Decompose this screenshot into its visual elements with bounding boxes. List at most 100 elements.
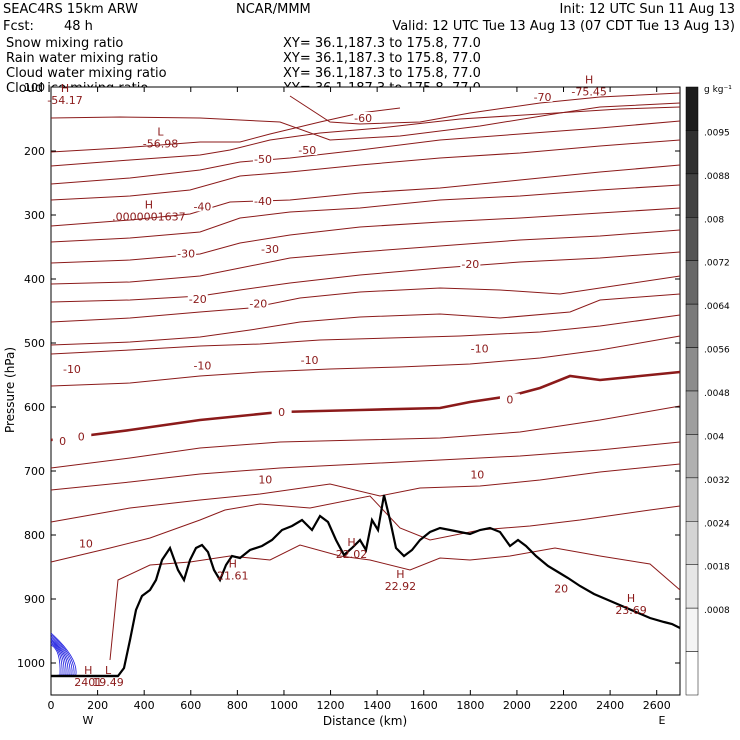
y-tick-label: 700 xyxy=(24,465,45,478)
west-label: W xyxy=(83,714,94,727)
contour-label-bg xyxy=(252,152,273,164)
colorbar-unit: g kg⁻¹ xyxy=(704,85,732,95)
colorbar-label: .0064 xyxy=(704,302,730,312)
x-tick-label: 200 xyxy=(87,699,108,712)
y-tick-label: 400 xyxy=(24,273,45,286)
plot-frame xyxy=(50,86,681,696)
contour-label-bg xyxy=(252,195,273,207)
extremum-marker: H xyxy=(145,198,153,211)
extremum-value: 21.61 xyxy=(217,569,249,582)
contour-label: -10 xyxy=(471,342,489,355)
y-axis-label: Pressure (hPa) xyxy=(3,347,17,433)
x-tick-label: 1800 xyxy=(456,699,484,712)
extremum-marker: H xyxy=(627,592,635,605)
contour-label-bg xyxy=(61,362,82,374)
isotherm-line xyxy=(50,139,681,201)
field-xy-0: XY= 36.1,187.3 to 175.8, 77.0 xyxy=(283,36,481,51)
isotherm-line xyxy=(50,164,681,227)
isotherm-line xyxy=(50,275,681,323)
contour-label: -20 xyxy=(249,298,267,311)
extremum-value: 22.92 xyxy=(385,580,417,593)
contour-label-bg xyxy=(499,393,520,405)
contour-label: 0 xyxy=(506,394,513,407)
y-tick-label: 200 xyxy=(24,145,45,158)
colorbar-swatch xyxy=(685,347,699,392)
extremum-value: .0000001637 xyxy=(112,210,185,223)
terrain-profile xyxy=(51,494,681,678)
contour-label-bg xyxy=(192,359,213,371)
colorbar-label: .0018 xyxy=(704,563,730,573)
colorbar-swatch xyxy=(685,86,699,131)
contour-label: 10 xyxy=(258,474,272,487)
field-xy-2: XY= 36.1,187.3 to 175.8, 77.0 xyxy=(283,66,481,81)
contour-label-bg xyxy=(551,582,572,594)
x-tick-label: 600 xyxy=(180,699,201,712)
colorbar: .0095 .0088 .008 .0072 .0064 .0056 .0048 .004 .0… xyxy=(685,86,730,696)
colorbar-swatch xyxy=(685,434,699,479)
field-name-2: Cloud water mixing ratio xyxy=(6,66,167,81)
field-xy-1: XY= 36.1,187.3 to 175.8, 77.0 xyxy=(283,51,481,66)
x-tick-label: 2400 xyxy=(596,699,624,712)
contour-label-bg xyxy=(469,342,490,354)
contour-label: -60 xyxy=(354,112,372,125)
isotherm-line xyxy=(50,120,681,185)
colorbar-label: .0088 xyxy=(704,172,730,182)
extremum-value: -75.45 xyxy=(571,85,606,98)
colorbar-swatch xyxy=(685,130,699,175)
colorbar-label: .0048 xyxy=(704,389,730,399)
x-tick-label: 2000 xyxy=(503,699,531,712)
contour-label-bg xyxy=(255,473,276,485)
extrema-labels: H-54.17L-56.98H.0000001637H-75.45H21.61H… xyxy=(47,73,647,689)
isotherm-line xyxy=(50,293,681,346)
isotherm-line xyxy=(50,335,681,387)
x-tick-label: 1000 xyxy=(270,699,298,712)
colorbar-label: .0032 xyxy=(704,476,730,486)
colorbar-label: .0056 xyxy=(704,346,730,356)
axes: 0 200 400 600 800 1000 1200 1400 1600 1800 2000 220… xyxy=(17,81,680,712)
extremum-value: 19.49 xyxy=(92,676,124,689)
y-tick-label: 100 xyxy=(24,81,45,94)
colorbar-swatch xyxy=(685,564,699,609)
isotherm-line xyxy=(50,251,681,303)
contour-label: 10 xyxy=(470,468,484,481)
contour-label: -50 xyxy=(298,144,316,157)
extremum-marker: H xyxy=(61,82,69,95)
extremum-marker: H xyxy=(229,557,237,570)
colorbar-swatch xyxy=(685,260,699,305)
contour-label-bg xyxy=(192,200,213,212)
model-title: SEAC4RS 15km ARW xyxy=(3,2,138,17)
colorbar-swatch xyxy=(685,521,699,565)
colorbar-label: .004 xyxy=(704,432,724,442)
temperature-contours xyxy=(50,92,681,661)
contour-label: 0 xyxy=(78,431,85,444)
colorbar-label: .0095 xyxy=(704,128,730,138)
colorbar-label: .0008 xyxy=(704,606,730,616)
contour-label-bg xyxy=(467,468,488,480)
y-tick-label: 900 xyxy=(24,593,45,606)
init-time: Init: 12 UTC Sun 11 Aug 13 xyxy=(560,2,735,17)
extremum-marker: H xyxy=(347,536,355,549)
contour-label: 0 xyxy=(59,435,66,448)
contour-label: -30 xyxy=(261,243,279,256)
colorbar-swatch xyxy=(685,303,699,348)
contour-label-bg xyxy=(259,243,280,255)
colorbar-label: .008 xyxy=(704,215,724,225)
contour-label-bg xyxy=(75,537,96,549)
contour-label: -20 xyxy=(189,293,207,306)
colorbar-swatch xyxy=(685,477,699,522)
contour-label-bg xyxy=(52,435,73,447)
contour-label-bg xyxy=(299,353,320,365)
isotherm-line xyxy=(109,544,681,661)
contour-label: -10 xyxy=(301,354,319,367)
contour-label-bg xyxy=(71,430,92,442)
contour-label: 0 xyxy=(278,406,285,419)
isotherm-line xyxy=(50,229,681,285)
colorbar-label: .0024 xyxy=(704,519,730,529)
contour-label: -40 xyxy=(254,195,272,208)
extremum-value: 22.02 xyxy=(336,548,368,561)
isotherm-line xyxy=(50,370,681,442)
contour-label: -40 xyxy=(193,200,211,213)
x-tick-label: 2600 xyxy=(643,699,671,712)
x-tick-label: 0 xyxy=(48,699,55,712)
extremum-value: -56.98 xyxy=(143,137,178,150)
